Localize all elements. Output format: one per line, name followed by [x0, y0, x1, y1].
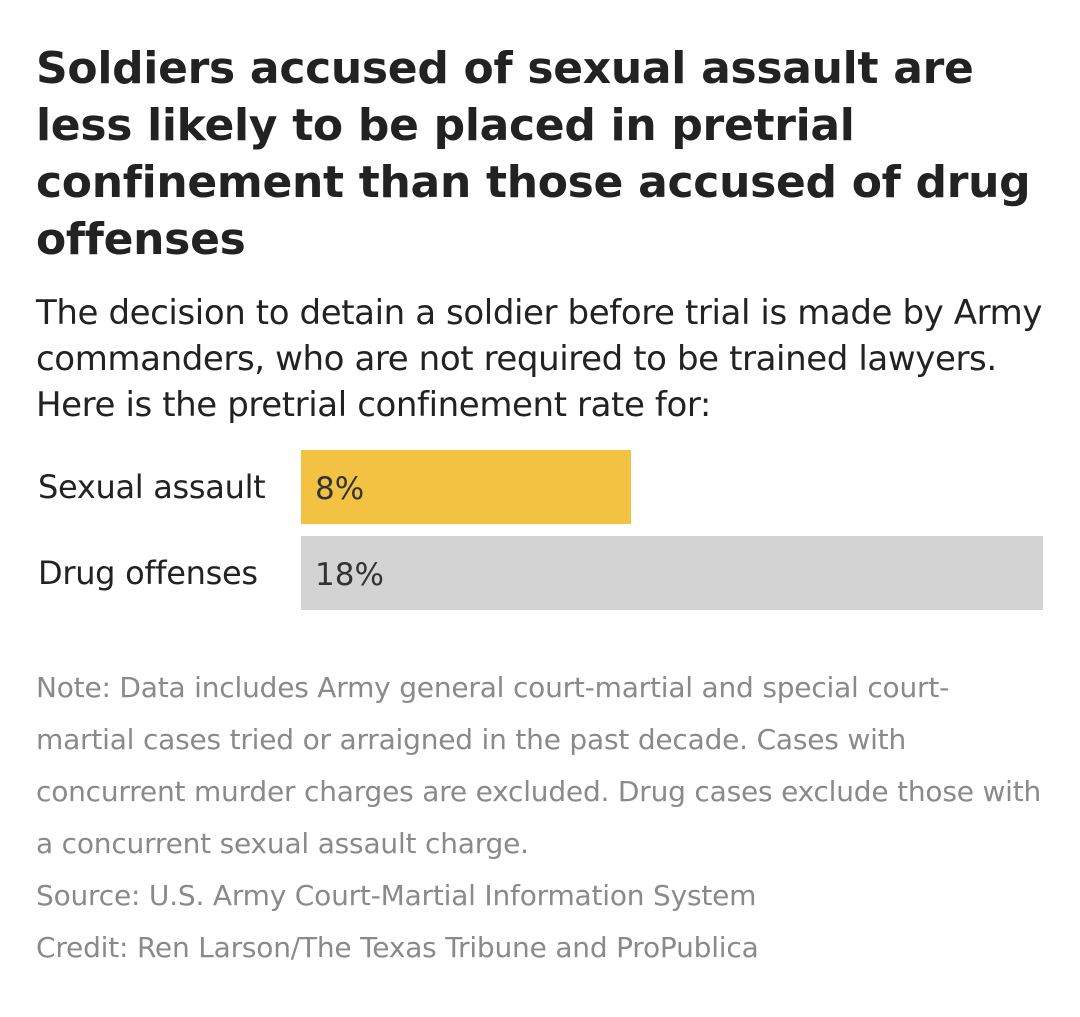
- footnote: Note: Data includes Army general court-m…: [36, 671, 1042, 860]
- bar-value-label: 8%: [315, 471, 365, 507]
- bar-row: Drug offenses 18%: [36, 536, 1046, 610]
- credit-line: Credit: Ren Larson/The Texas Tribune and…: [36, 931, 759, 964]
- source-line: Source: U.S. Army Court-Martial Informat…: [36, 879, 757, 912]
- chart-container: Soldiers accused of sexual assault are l…: [36, 40, 1046, 974]
- chart-footer: Note: Data includes Army general court-m…: [36, 662, 1046, 974]
- category-label: Drug offenses: [38, 554, 258, 592]
- bar-row: Sexual assault 8%: [36, 450, 1046, 524]
- bar-value-label: 18%: [315, 557, 384, 593]
- bar-sexual-assault: [301, 450, 631, 524]
- bar-chart: Sexual assault 8% Drug offenses 18%: [36, 450, 1046, 610]
- bar-track: 8%: [301, 450, 1043, 524]
- bar-drug-offenses: [301, 536, 1043, 610]
- category-label: Sexual assault: [38, 468, 266, 506]
- chart-title: Soldiers accused of sexual assault are l…: [36, 43, 1031, 265]
- bar-track: 18%: [301, 536, 1043, 610]
- chart-subtitle: The decision to detain a soldier before …: [36, 293, 1043, 425]
